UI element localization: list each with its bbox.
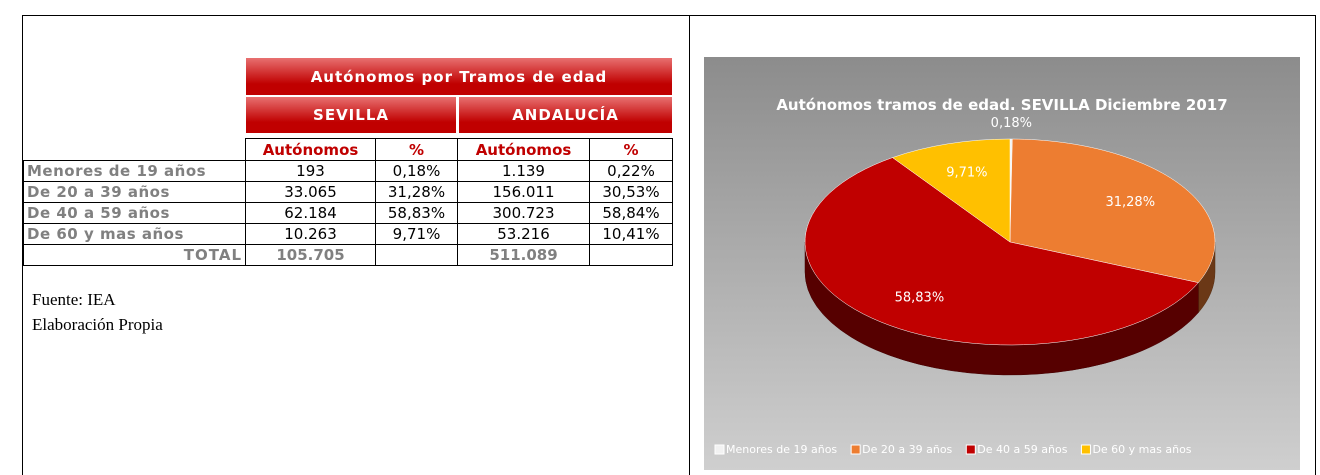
slice	[804, 157, 1199, 346]
right-panel	[689, 15, 1316, 475]
empty-cell	[589, 244, 673, 266]
legend-label: Menores de 19 años	[726, 443, 837, 456]
legend-swatch	[714, 444, 725, 455]
group-header: ANDALUCÍA	[458, 96, 673, 134]
note: Fuente: IEA	[32, 290, 116, 309]
note: Elaboración Propia	[32, 315, 163, 334]
legend-swatch	[850, 444, 861, 455]
chart-title: Autónomos tramos de edad. SEVILLA Diciem…	[776, 96, 1227, 114]
data-label: 58,83%	[895, 290, 945, 305]
legend-swatch	[965, 444, 976, 455]
legend-label: De 40 a 59 años	[977, 443, 1067, 456]
slice	[1009, 138, 1216, 283]
slice	[892, 138, 1011, 243]
group-header: SEVILLA	[245, 96, 457, 134]
legend-label: De 60 y mas años	[1092, 443, 1191, 456]
left-panel	[22, 15, 690, 475]
data-label: 31,28%	[1105, 195, 1155, 210]
data-label: 0,18%	[991, 116, 1032, 131]
legend-label: De 20 a 39 años	[862, 443, 952, 456]
data-label: 9,71%	[946, 166, 987, 181]
table-title: Autónomos por Tramos de edad	[245, 57, 673, 96]
legend-swatch	[1080, 444, 1091, 455]
